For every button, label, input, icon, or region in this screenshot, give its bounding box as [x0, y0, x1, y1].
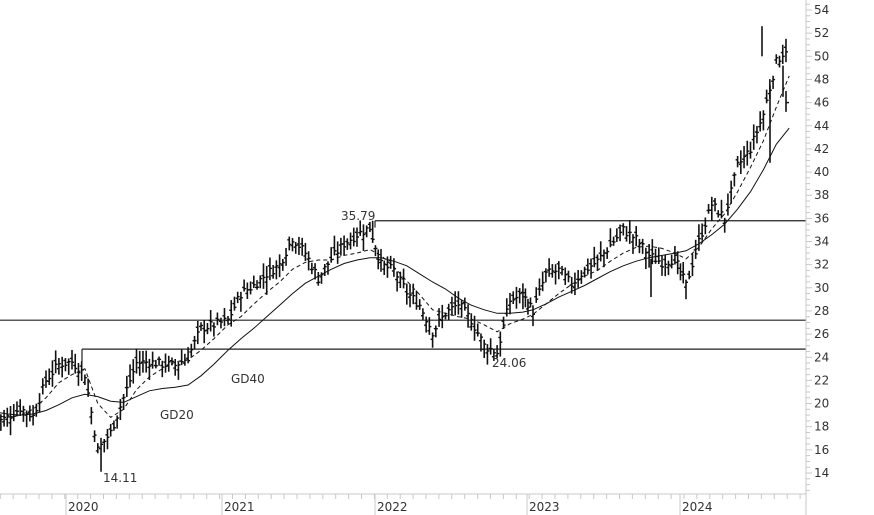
y-tick-label: 14: [814, 466, 829, 480]
y-tick-label: 50: [814, 49, 829, 63]
horizontal-support-resistance-lines: [0, 220, 806, 362]
y-tick-label: 40: [814, 165, 829, 179]
x-tick-label: 2022: [377, 500, 408, 514]
y-tick-label: 48: [814, 72, 829, 86]
annotation-high-2021: 35.79: [341, 209, 375, 223]
y-tick-label: 52: [814, 26, 829, 40]
annotation-low-2020: 14.11: [103, 471, 137, 485]
y-tick-label: 38: [814, 188, 829, 202]
y-tick-label: 34: [814, 235, 829, 249]
ma20-line: [0, 75, 790, 419]
y-tick-label: 54: [814, 3, 829, 17]
y-tick-label: 42: [814, 142, 829, 156]
y-tick-label: 44: [814, 119, 829, 133]
price-bars: [0, 26, 789, 472]
annotation-low-2022: 24.06: [492, 356, 526, 370]
label-gd20: GD20: [160, 408, 194, 422]
y-tick-label: 22: [814, 373, 829, 387]
y-axis-ticks: 14 16 18 20 22 24 26 28 30 32 34 36 38 40 42 44 46 48 50 52…: [806, 3, 829, 491]
label-gd40: GD40: [231, 372, 265, 386]
y-tick-label: 28: [814, 304, 829, 318]
x-tick-label: 2024: [682, 500, 713, 514]
y-tick-label: 24: [814, 350, 829, 364]
y-tick-label: 46: [814, 96, 829, 110]
y-tick-label: 36: [814, 211, 829, 225]
y-tick-label: 32: [814, 258, 829, 272]
x-tick-label: 2021: [224, 500, 255, 514]
y-tick-label: 16: [814, 443, 829, 457]
y-tick-label: 18: [814, 420, 829, 434]
y-tick-label: 30: [814, 281, 829, 295]
x-axis-ticks: 2020 2021 2022 2023 2024: [0, 494, 801, 515]
x-tick-label: 2020: [68, 500, 99, 514]
y-tick-label: 26: [814, 327, 829, 341]
x-tick-label: 2023: [529, 500, 560, 514]
y-tick-label: 20: [814, 397, 829, 411]
